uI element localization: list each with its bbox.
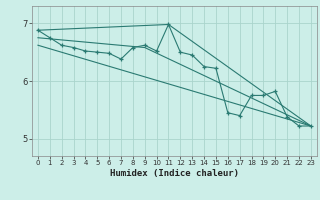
X-axis label: Humidex (Indice chaleur): Humidex (Indice chaleur): [110, 169, 239, 178]
